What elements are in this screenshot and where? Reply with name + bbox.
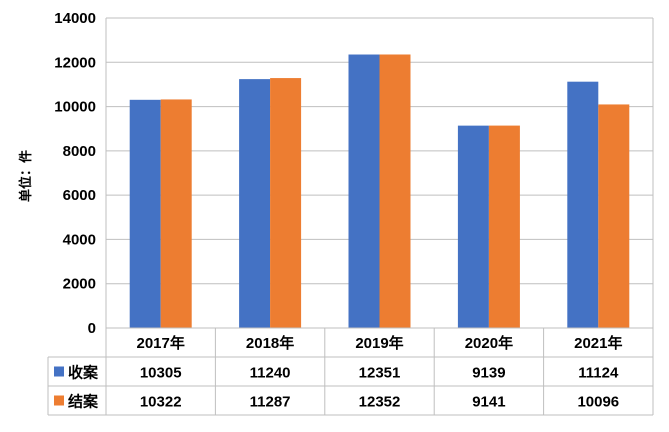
- y-axis-label: 单位：件: [18, 150, 33, 202]
- table-cell: 11124: [578, 365, 619, 382]
- bar-shou-an: [348, 54, 380, 328]
- bar-jie-an: [488, 125, 520, 329]
- table-cell: 10096: [577, 394, 619, 411]
- y-tick-label: 2000: [63, 276, 96, 293]
- bar-shou-an: [129, 99, 161, 328]
- table-cell: 9141: [472, 394, 505, 411]
- category-label: 2017年: [137, 334, 185, 352]
- bar-jie-an: [160, 99, 192, 328]
- table-cell: 10305: [140, 365, 182, 382]
- legend-key: [54, 395, 64, 406]
- table-cell: 12351: [359, 365, 401, 382]
- bar-shou-an: [457, 125, 489, 328]
- category-label: 2019年: [355, 334, 403, 352]
- y-axis: 0 2000 4000 6000 8000 10000 12000 14000: [54, 10, 96, 337]
- bar-shou-an: [567, 81, 599, 328]
- category-label: 2021年: [574, 334, 622, 352]
- legend-label: 结案: [68, 393, 99, 411]
- bar-jie-an: [379, 54, 411, 329]
- y-tick-label: 6000: [63, 187, 96, 204]
- legend-label: 收案: [68, 364, 99, 382]
- table-cell: 11287: [250, 394, 291, 411]
- table-cell: 10322: [140, 394, 182, 411]
- y-tick-label: 10000: [54, 99, 96, 116]
- y-tick-label: 8000: [63, 143, 96, 160]
- bar-shou-an: [239, 79, 271, 328]
- bar-jie-an: [270, 78, 302, 328]
- y-tick-label: 12000: [54, 54, 96, 71]
- category-label: 2020年: [465, 334, 513, 352]
- legend-key: [54, 366, 64, 377]
- table-cell: 9139: [472, 365, 505, 382]
- table-cell: 11240: [250, 365, 291, 382]
- bars: [129, 54, 630, 329]
- category-label: 2018年: [246, 334, 294, 352]
- y-tick-label: 0: [88, 320, 96, 337]
- y-tick-label: 4000: [63, 231, 96, 248]
- y-tick-label: 14000: [54, 10, 96, 27]
- bar-jie-an: [598, 104, 630, 329]
- table-cell: 12352: [359, 394, 401, 411]
